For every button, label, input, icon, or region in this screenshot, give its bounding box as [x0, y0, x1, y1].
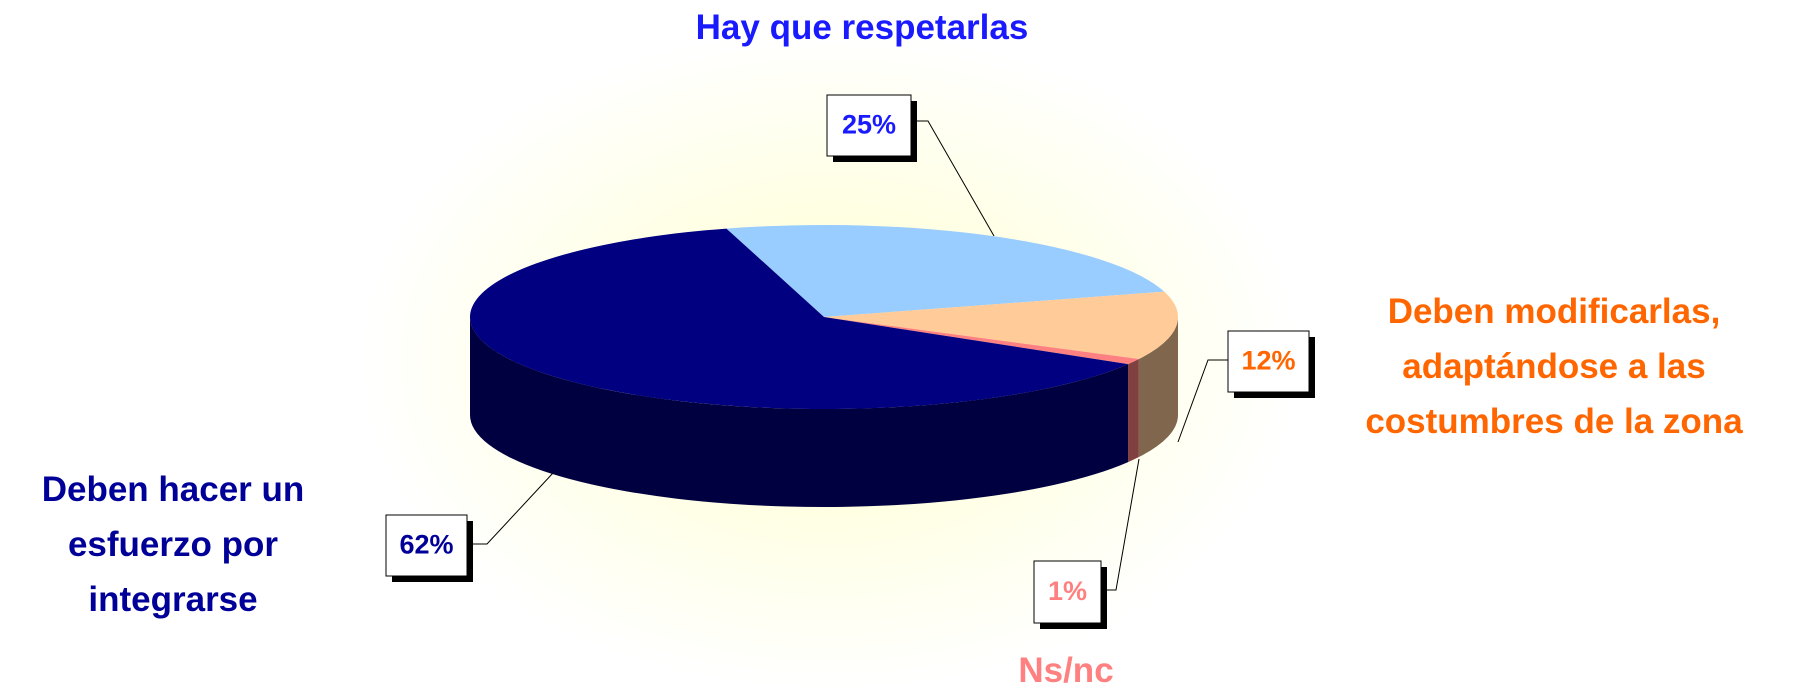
value-labels: 25% 12% 1% 62%	[385, 94, 1315, 629]
category-label: Deben modificarlas, adaptándose a las co…	[1365, 292, 1743, 441]
slice-side	[1138, 317, 1178, 458]
slice	[824, 291, 1178, 360]
slice	[824, 317, 1139, 365]
value-label: 25%	[842, 110, 896, 140]
pie	[469, 225, 1178, 507]
label-box	[826, 94, 912, 157]
label-box	[385, 514, 468, 577]
value-label: 62%	[399, 530, 453, 560]
slice	[469, 228, 1129, 410]
label-box	[1033, 560, 1102, 624]
leader-line	[467, 472, 554, 545]
category-label: Hay que respetarlas	[695, 8, 1029, 47]
leader-line	[1177, 359, 1228, 443]
category-label: Ns/nc	[1018, 651, 1114, 690]
label-box	[1227, 330, 1310, 393]
slice-side	[1128, 359, 1139, 463]
value-label: 1%	[1048, 576, 1087, 606]
slice	[726, 225, 1165, 317]
slice-side	[470, 317, 1129, 507]
value-label: 12%	[1241, 346, 1295, 376]
category-label: Deben hacer un esfuerzo por integrarse	[41, 470, 305, 619]
